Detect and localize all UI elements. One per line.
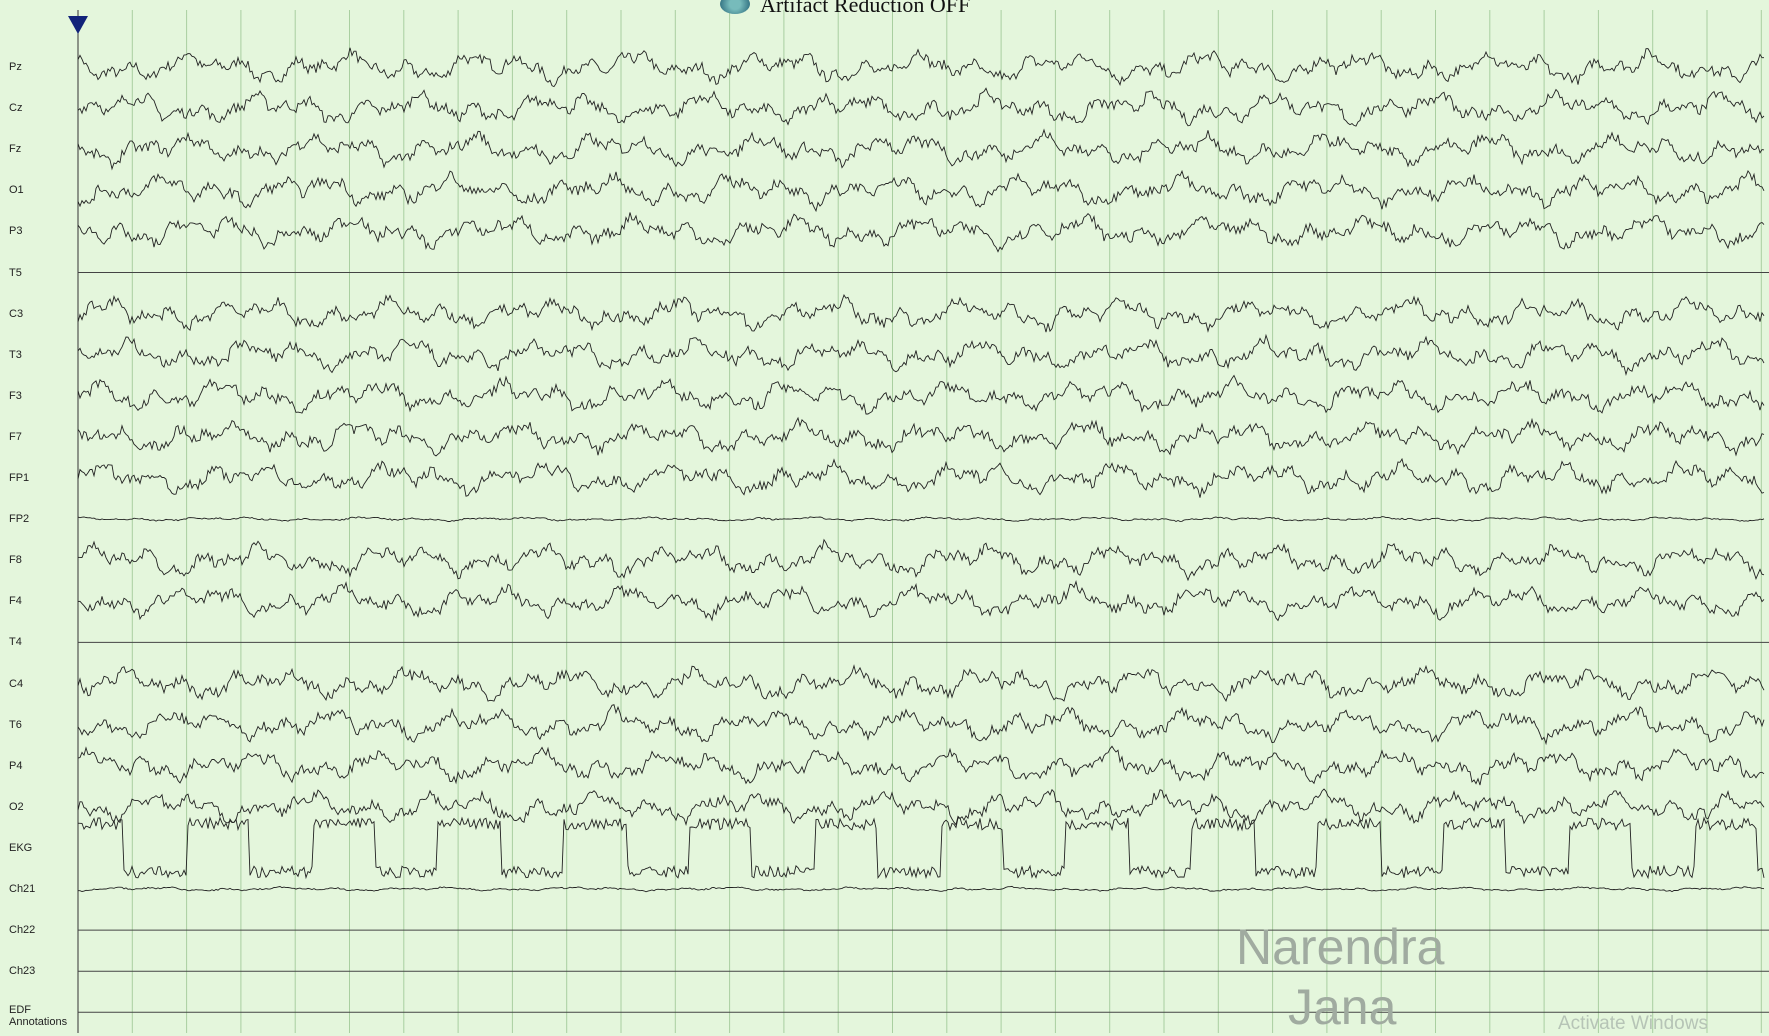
watermark: Narendra [1236, 919, 1445, 975]
eeg-trace [77, 374, 1765, 415]
channel-label: Ch22 [9, 924, 36, 937]
eeg-trace [77, 212, 1765, 253]
channel-label: C3 [9, 307, 24, 320]
channel-label: Ch23 [9, 965, 36, 978]
channel-label: T6 [9, 718, 22, 731]
channel-label: O1 [9, 184, 24, 197]
eeg-trace [77, 169, 1765, 213]
eeg-trace [77, 538, 1765, 582]
eeg-trace [77, 704, 1765, 746]
channel-label: P4 [9, 759, 23, 772]
channel-label: T4 [9, 636, 22, 649]
eeg-trace [77, 128, 1765, 171]
eeg-trace [77, 745, 1765, 786]
channel-label: C4 [9, 677, 24, 690]
channel-label: Ch21 [9, 883, 36, 895]
channel-label: FP1 [9, 472, 30, 484]
watermark: Jana [1288, 979, 1397, 1035]
eeg-trace [77, 293, 1765, 333]
system-notice: Activate Windows [1558, 1013, 1708, 1034]
status-icon [720, 0, 750, 14]
channel-label: EDF Annotations [9, 1004, 68, 1029]
eeg-trace [77, 416, 1765, 457]
channel-label: Cz [9, 102, 23, 115]
eeg-trace [77, 816, 1765, 880]
channel-label: Fz [9, 143, 22, 156]
channel-label: P3 [9, 225, 23, 238]
channel-label: F8 [9, 554, 22, 567]
channel-label: O2 [9, 800, 24, 813]
eeg-trace [77, 516, 1765, 523]
channel-label: F3 [9, 389, 22, 402]
channel-label: T3 [9, 348, 22, 361]
channel-label: F7 [9, 430, 22, 443]
eeg-trace [77, 333, 1765, 376]
eeg-trace [77, 457, 1765, 498]
cursor-marker [68, 16, 88, 34]
channel-label: FP2 [9, 513, 30, 526]
eeg-trace [77, 87, 1765, 127]
channel-label: EKG [9, 841, 33, 854]
eeg-trace [77, 579, 1765, 622]
channel-label: T5 [9, 266, 22, 279]
title: Artifact Reduction OFF [760, 0, 971, 17]
eeg-trace [78, 885, 1765, 893]
channel-label: Pz [9, 61, 22, 73]
channel-label: F4 [9, 595, 22, 608]
eeg-trace [77, 788, 1765, 826]
eeg-trace [77, 47, 1764, 88]
eeg-trace [77, 664, 1765, 702]
